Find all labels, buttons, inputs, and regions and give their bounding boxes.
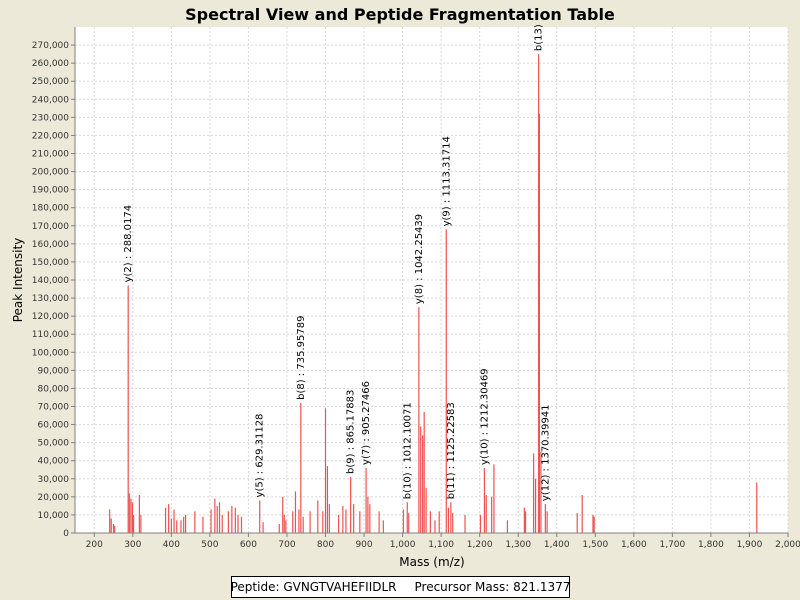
x-tick-label: 1,800 <box>698 540 724 550</box>
axes: 200 300 400 500 600 700 800 900 1,000 1,100 1,200 1… <box>32 27 800 550</box>
y-tick-label: 90,000 <box>38 366 70 376</box>
peak-annotation-label: y(10) : 1212.30469 <box>479 368 490 465</box>
peak-annotation-label: b(13) <box>534 24 545 51</box>
peak-annotation-label: b(10) : 1012.10071 <box>402 402 413 499</box>
peak-annotation-label: y(7) : 905.27466 <box>361 381 372 465</box>
peak-annotation-label: b(8) : 735.95789 <box>296 316 307 400</box>
x-tick-label: 1,600 <box>621 540 647 550</box>
y-tick-label: 100,000 <box>32 348 69 358</box>
y-tick-label: 170,000 <box>32 222 69 232</box>
peptide-label: Peptide: GVNGTVAHEFIIDLR <box>230 580 397 594</box>
x-tick-label: 1,400 <box>544 540 570 550</box>
y-tick-label: 260,000 <box>32 59 69 69</box>
y-tick-label: 180,000 <box>32 204 69 214</box>
peak-annotation-label: b(11) : 1125.22583 <box>446 402 457 499</box>
y-tick-label: 30,000 <box>38 475 70 485</box>
y-tick-label: 70,000 <box>38 403 70 413</box>
peak-annotation-label: y(8) : 1042.25439 <box>414 214 425 304</box>
x-tick-label: 400 <box>163 540 180 550</box>
peak-annotation-label: b(9) : 865.17883 <box>346 390 357 474</box>
x-tick-label: 800 <box>317 540 334 550</box>
x-tick-label: 1,700 <box>659 540 685 550</box>
y-tick-label: 190,000 <box>32 186 69 196</box>
precursor-mass-label: Precursor Mass: 821.1377 <box>414 580 571 594</box>
y-tick-label: 160,000 <box>32 240 69 250</box>
y-tick-label: 150,000 <box>32 258 69 268</box>
y-tick-label: 80,000 <box>38 384 70 394</box>
x-axis-title: Mass (m/z) <box>399 555 464 569</box>
x-tick-label: 1,100 <box>428 540 454 550</box>
x-tick-label: 1,200 <box>467 540 493 550</box>
x-tick-label: 1,900 <box>737 540 763 550</box>
y-tick-label: 230,000 <box>32 113 69 123</box>
x-tick-label: 500 <box>201 540 218 550</box>
x-tick-label: 900 <box>355 540 372 550</box>
y-tick-label: 130,000 <box>32 294 69 304</box>
chart-title: Spectral View and Peptide Fragmentation … <box>185 5 615 24</box>
peak-annotation-label: y(5) : 629.31128 <box>255 414 266 498</box>
x-tick-label: 200 <box>86 540 103 550</box>
y-tick-label: 210,000 <box>32 150 69 160</box>
peak-series <box>109 54 758 533</box>
y-tick-label: 140,000 <box>32 276 69 286</box>
x-tick-label: 1,500 <box>582 540 608 550</box>
y-tick-label: 60,000 <box>38 421 70 431</box>
x-tick-label: 1,300 <box>505 540 531 550</box>
y-tick-label: 240,000 <box>32 95 69 105</box>
peak-annotations: y(2) : 288.0174 y(5) : 629.31128 b(8) : 73… <box>123 24 551 501</box>
y-tick-label: 0 <box>63 529 69 539</box>
peptide-info-box: Peptide: GVNGTVAHEFIIDLR Precursor Mass:… <box>231 576 570 598</box>
y-tick-label: 110,000 <box>32 330 69 340</box>
peak-annotation-label: y(2) : 288.0174 <box>123 205 134 283</box>
x-tick-label: 700 <box>278 540 295 550</box>
x-tick-label: 600 <box>240 540 257 550</box>
spectrum-chart: Spectral View and Peptide Fragmentation … <box>11 5 800 569</box>
y-tick-label: 50,000 <box>38 439 70 449</box>
x-tick-label: 1,000 <box>390 540 416 550</box>
y-tick-label: 20,000 <box>38 493 70 503</box>
y-tick-label: 220,000 <box>32 131 69 141</box>
y-axis-title: Peak Intensity <box>11 238 25 323</box>
y-tick-label: 120,000 <box>32 312 69 322</box>
y-tick-label: 10,000 <box>38 511 70 521</box>
grid-lines <box>75 27 789 534</box>
x-tick-label: 300 <box>124 540 141 550</box>
y-tick-label: 250,000 <box>32 77 69 87</box>
peak-annotation-label: y(9) : 1113.31714 <box>441 136 452 226</box>
peak-annotation-label: y(12) : 1370.39941 <box>540 404 551 501</box>
y-tick-label: 40,000 <box>38 457 70 467</box>
y-tick-label: 270,000 <box>32 41 69 51</box>
x-tick-label: 2,000 <box>775 540 800 550</box>
y-tick-label: 200,000 <box>32 168 69 178</box>
